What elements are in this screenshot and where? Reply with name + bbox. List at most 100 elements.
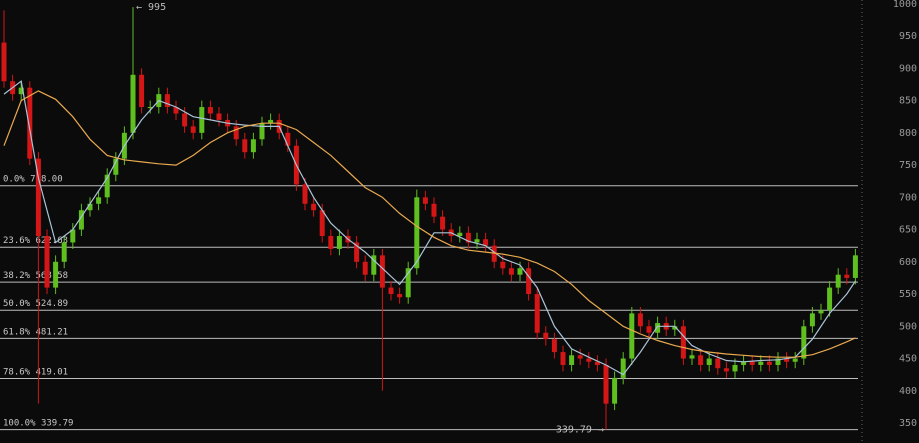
candle-body [586, 358, 592, 362]
fib-ratio: 23.6% [3, 236, 31, 246]
candle-body [354, 242, 360, 262]
fib-label: 38.2% 568.58 [3, 271, 68, 281]
candle-body [827, 287, 833, 311]
candle-body [199, 107, 205, 133]
candle-body [766, 361, 772, 365]
candle-body [612, 377, 618, 404]
candle-body [775, 358, 781, 365]
candle-body [302, 184, 308, 204]
candle-body [758, 361, 764, 365]
y-tick-label: 350 [899, 418, 917, 429]
candle-body [629, 313, 635, 359]
candle-body [723, 368, 729, 372]
fib-value: 524.89 [36, 299, 69, 309]
candle-body [689, 355, 695, 359]
candle-body [61, 242, 67, 262]
fib-label: 0.0% 718.00 [3, 174, 63, 184]
y-tick-label: 700 [899, 192, 917, 203]
fib-label: 61.8% 481.21 [3, 327, 68, 337]
y-tick-label: 850 [899, 96, 917, 107]
candle-body [147, 107, 153, 109]
candle-body [577, 355, 583, 359]
annotation: ← 995 [136, 2, 166, 13]
candle-body [78, 210, 84, 230]
fib-label: 100.0% 339.79 [3, 418, 73, 428]
candle-body [328, 236, 334, 249]
candle-body [285, 132, 291, 146]
candle-body [715, 358, 721, 369]
candle-body [534, 294, 540, 333]
candle-body [465, 232, 471, 243]
fib-ratio: 50.0% [3, 299, 31, 309]
candle-body [207, 107, 213, 114]
candle-body [483, 239, 489, 246]
candle-body [87, 203, 93, 211]
fib-value: 622.63 [36, 236, 69, 246]
candle-body [164, 94, 170, 108]
annotation: 339.79 → [556, 425, 604, 436]
candle-body [96, 197, 102, 204]
candle-body [233, 126, 239, 140]
candle-body [655, 323, 661, 333]
candle-body [113, 158, 119, 175]
candle-body [680, 326, 686, 359]
candle-body [397, 294, 403, 298]
candle-body [698, 355, 704, 365]
candle-body [336, 236, 342, 249]
candle-body [543, 332, 549, 340]
candle-body [44, 236, 50, 288]
candle-body [319, 210, 325, 237]
y-tick-label: 650 [899, 225, 917, 236]
candle-body [53, 261, 59, 288]
candle-body [801, 326, 807, 359]
candle-body [706, 358, 712, 365]
fib-value: 339.79 [41, 418, 74, 428]
fib-value: 481.21 [36, 327, 69, 337]
candle-body [182, 113, 188, 127]
candle-body [500, 261, 506, 269]
candle-body [852, 255, 858, 278]
candle-body [250, 139, 256, 153]
candle-body [508, 268, 514, 275]
y-tick-label: 550 [899, 289, 917, 300]
y-tick-label: 450 [899, 354, 917, 365]
candle-body [130, 74, 136, 133]
candle-body [414, 197, 420, 269]
candle-body [1, 42, 7, 82]
candle-body [242, 139, 248, 153]
y-tick-label: 950 [899, 31, 917, 42]
fib-value: 568.58 [36, 271, 69, 281]
fib-value: 419.01 [36, 367, 69, 377]
candle-body [27, 87, 33, 159]
candle-body [457, 232, 463, 237]
fib-label: 23.6% 622.63 [3, 236, 68, 246]
candle-body [388, 287, 394, 295]
candle-body [517, 268, 523, 275]
candle-body [405, 268, 411, 298]
y-tick-label: 750 [899, 160, 917, 171]
candle-body [672, 326, 678, 330]
candle-body [379, 255, 385, 288]
candle-body [70, 229, 76, 243]
fib-ratio: 61.8% [3, 327, 31, 337]
candle-body [809, 313, 815, 327]
candle-body [440, 216, 446, 230]
moving-average-line [3, 90, 856, 358]
fib-ratio: 38.2% [3, 271, 31, 281]
candle-body [569, 355, 575, 365]
candle-body [268, 119, 274, 124]
candle-body [216, 113, 222, 120]
candle-body [603, 364, 609, 404]
candle-body [474, 239, 480, 243]
fib-ratio: 100.0% [3, 418, 36, 428]
candle-body [362, 261, 368, 275]
y-tick-label: 1000 [893, 0, 917, 10]
y-tick-label: 500 [899, 321, 917, 332]
candle-body [784, 358, 790, 362]
candle-body [818, 310, 824, 314]
candle-body [431, 203, 437, 217]
candle-body [422, 197, 428, 204]
candle-body [620, 358, 626, 378]
